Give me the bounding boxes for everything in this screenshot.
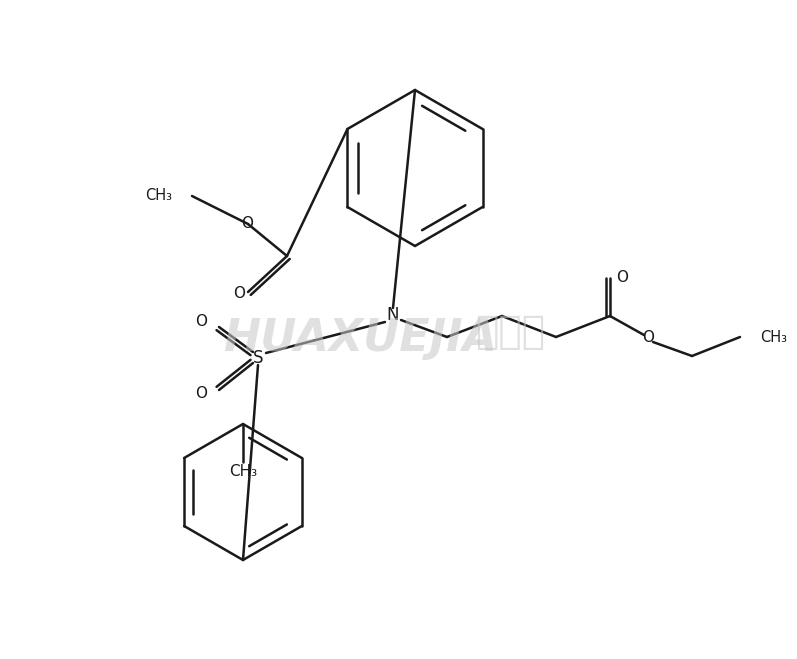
Text: CH₃: CH₃ — [229, 465, 257, 480]
Text: O: O — [233, 287, 245, 302]
Text: O: O — [642, 330, 654, 345]
Text: O: O — [195, 314, 207, 330]
Text: O: O — [616, 270, 628, 285]
Text: HUAXUEJIA: HUAXUEJIA — [223, 316, 497, 360]
Text: 华学加: 华学加 — [475, 313, 545, 351]
Text: O: O — [195, 386, 207, 401]
Text: O: O — [241, 217, 253, 231]
Text: S: S — [253, 349, 263, 367]
Text: CH₃: CH₃ — [145, 188, 172, 204]
Text: N: N — [387, 306, 399, 324]
Text: CH₃: CH₃ — [760, 330, 787, 345]
